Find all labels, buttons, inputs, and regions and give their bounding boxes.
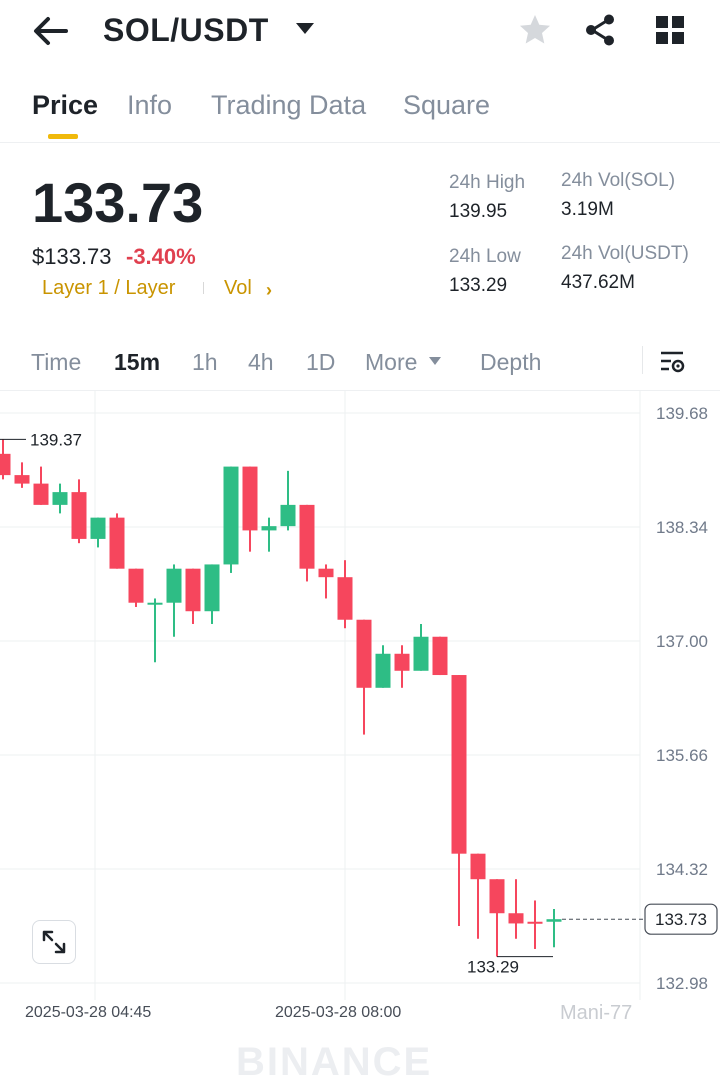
candle-body	[147, 602, 163, 605]
more-caret-icon	[429, 357, 441, 365]
price-change: -3.40%	[126, 244, 196, 269]
candle-body	[0, 453, 11, 476]
tf-1h[interactable]: 1h	[192, 349, 218, 375]
vol-usdt-label: 24h Vol(USDT)	[561, 243, 689, 264]
tf-divider	[642, 346, 643, 374]
y-tick-label: 137.00	[656, 632, 708, 651]
watermark: BINANCE	[236, 1040, 433, 1084]
candle-body	[14, 475, 30, 484]
pair-title[interactable]: SOL/USDT	[103, 12, 269, 48]
tf-depth[interactable]: Depth	[480, 349, 542, 375]
candle-body	[280, 504, 296, 527]
candle-body	[546, 919, 562, 922]
tag-divider	[203, 282, 204, 294]
credit-watermark: Mani-77	[560, 1002, 633, 1024]
chevron-right-icon: ›	[266, 280, 272, 300]
timeframe-bar: Time 15m 1h 4h 1D More Depth	[0, 340, 720, 391]
candle-body	[185, 568, 201, 612]
chart-settings-icon[interactable]	[658, 348, 686, 376]
tf-15m[interactable]: 15m	[114, 349, 161, 375]
candle-body	[489, 879, 505, 914]
expand-icon	[42, 930, 66, 954]
tf-time[interactable]: Time	[31, 349, 82, 375]
star-icon[interactable]	[517, 12, 553, 48]
vol-sol-value: 3.19M	[561, 199, 614, 220]
candle-body	[261, 526, 277, 531]
last-price-label: 133.73	[655, 910, 707, 929]
candle-body	[318, 568, 334, 578]
main-tabs: Price Info Trading Data Square	[0, 78, 720, 143]
tf-4h[interactable]: 4h	[248, 349, 274, 375]
candle-body	[413, 636, 429, 671]
vol-sol-label: 24h Vol(SOL)	[561, 170, 676, 191]
candle-body	[90, 517, 106, 539]
candle-body	[470, 853, 486, 880]
tab-square[interactable]: Square	[403, 90, 491, 120]
top-bar: SOL/USDT	[0, 0, 720, 64]
expand-button[interactable]	[32, 920, 76, 964]
candle-body	[394, 653, 410, 671]
candle-body	[204, 564, 220, 612]
high-value: 139.95	[449, 201, 508, 222]
candle-body	[166, 568, 182, 603]
low-label: 24h Low	[449, 246, 521, 267]
candle-body	[52, 492, 68, 505]
low-marker-label: 133.29	[467, 958, 519, 977]
last-price: 133.73	[32, 171, 204, 234]
high-label: 24h High	[449, 172, 526, 193]
y-tick-label: 132.98	[656, 974, 708, 993]
tf-1d[interactable]: 1D	[306, 349, 336, 375]
vol-link[interactable]: Vol	[224, 277, 252, 299]
candle-body	[375, 653, 391, 688]
tab-price[interactable]: Price	[32, 90, 99, 120]
candle-body	[337, 577, 353, 620]
candle-body	[242, 466, 258, 531]
candle-body	[109, 517, 125, 569]
back-arrow-icon[interactable]	[30, 14, 70, 48]
x-tick-label: 2025-03-28 08:00	[275, 1004, 401, 1021]
candle-body	[451, 675, 467, 854]
candle-body	[527, 921, 543, 924]
candle-body	[432, 636, 448, 676]
tab-info[interactable]: Info	[127, 90, 173, 120]
candle-body	[508, 913, 524, 924]
y-tick-label: 138.34	[656, 518, 708, 537]
grid-icon[interactable]	[655, 15, 685, 45]
candle-body	[33, 483, 49, 505]
share-icon[interactable]	[582, 12, 618, 48]
candle-body	[128, 568, 144, 603]
vol-usdt-value: 437.62M	[561, 272, 635, 293]
y-tick-label: 134.32	[656, 860, 708, 879]
x-tick-label: 2025-03-28 04:45	[25, 1004, 151, 1021]
caret-down-icon[interactable]	[294, 20, 316, 36]
candle-body	[223, 466, 239, 565]
active-tab-indicator	[48, 134, 78, 139]
candle-body	[356, 619, 372, 688]
tf-more[interactable]: More	[365, 349, 418, 375]
price-chart[interactable]: BINANCE 139.68 138.34 137.00 135.66 134.32 13…	[0, 390, 720, 1084]
candlestick-chart[interactable]: 139.68 138.34 137.00 135.66 134.32 132.98 2025…	[0, 390, 720, 1035]
candle-body	[71, 492, 87, 539]
y-tick-label: 139.68	[656, 404, 708, 423]
category-tag[interactable]: Layer 1 / Layer	[42, 277, 176, 299]
low-value: 133.29	[449, 275, 508, 296]
tab-trading-data[interactable]: Trading Data	[211, 90, 367, 120]
usd-price: $133.73	[32, 244, 112, 269]
high-marker-label: 139.37	[30, 430, 82, 449]
last-price-box	[644, 903, 718, 935]
candle-body	[299, 504, 315, 569]
y-tick-label: 135.66	[656, 746, 708, 765]
